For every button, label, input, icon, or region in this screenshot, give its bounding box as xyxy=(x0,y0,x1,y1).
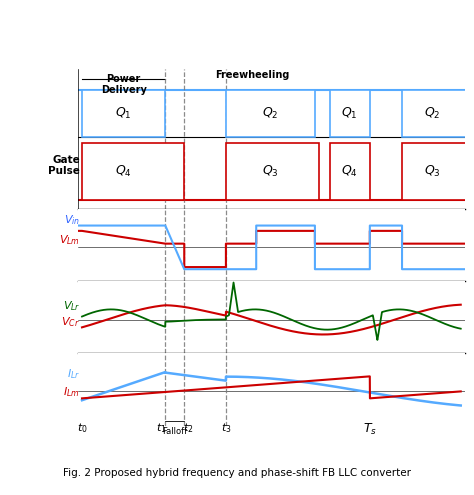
Text: $Q_4$: $Q_4$ xyxy=(341,164,357,179)
Text: $I_{Lm}$: $I_{Lm}$ xyxy=(64,385,80,399)
Bar xyxy=(226,90,315,138)
Text: $I_{Lr}$: $I_{Lr}$ xyxy=(67,367,80,381)
Text: Freewheeling: Freewheeling xyxy=(215,70,290,81)
Text: $Q_3$: $Q_3$ xyxy=(262,164,279,179)
Text: $V_{Cr}$: $V_{Cr}$ xyxy=(62,315,80,329)
Text: $Q_2$: $Q_2$ xyxy=(263,106,279,121)
Bar xyxy=(402,90,468,138)
Text: $Q_4$: $Q_4$ xyxy=(115,164,132,179)
Text: $Q_3$: $Q_3$ xyxy=(424,164,441,179)
Bar xyxy=(226,144,319,199)
Text: $Q_2$: $Q_2$ xyxy=(424,106,440,121)
Text: Falloff: Falloff xyxy=(162,427,187,436)
Bar xyxy=(82,90,165,138)
Text: $t_2$: $t_2$ xyxy=(183,422,193,436)
Text: $Q_1$: $Q_1$ xyxy=(341,106,357,121)
Bar xyxy=(402,144,468,199)
Text: $Q_1$: $Q_1$ xyxy=(115,106,132,121)
Bar xyxy=(330,90,370,138)
Text: $t_1$: $t_1$ xyxy=(156,422,167,436)
Text: $V_{in}$: $V_{in}$ xyxy=(64,213,80,227)
Text: $t_3$: $t_3$ xyxy=(220,422,231,436)
Bar xyxy=(82,144,184,199)
Text: Power
Delivery: Power Delivery xyxy=(100,74,146,95)
Text: $V_{Lm}$: $V_{Lm}$ xyxy=(59,234,80,248)
Text: Fig. 2 Proposed hybrid frequency and phase-shift FB LLC converter: Fig. 2 Proposed hybrid frequency and pha… xyxy=(63,468,411,478)
Text: $V_{Lr}$: $V_{Lr}$ xyxy=(63,299,80,313)
Bar xyxy=(330,144,370,199)
Text: Gate
Pulse: Gate Pulse xyxy=(48,155,80,176)
Text: $t_0$: $t_0$ xyxy=(77,422,87,436)
Text: $T_s$: $T_s$ xyxy=(363,422,377,437)
